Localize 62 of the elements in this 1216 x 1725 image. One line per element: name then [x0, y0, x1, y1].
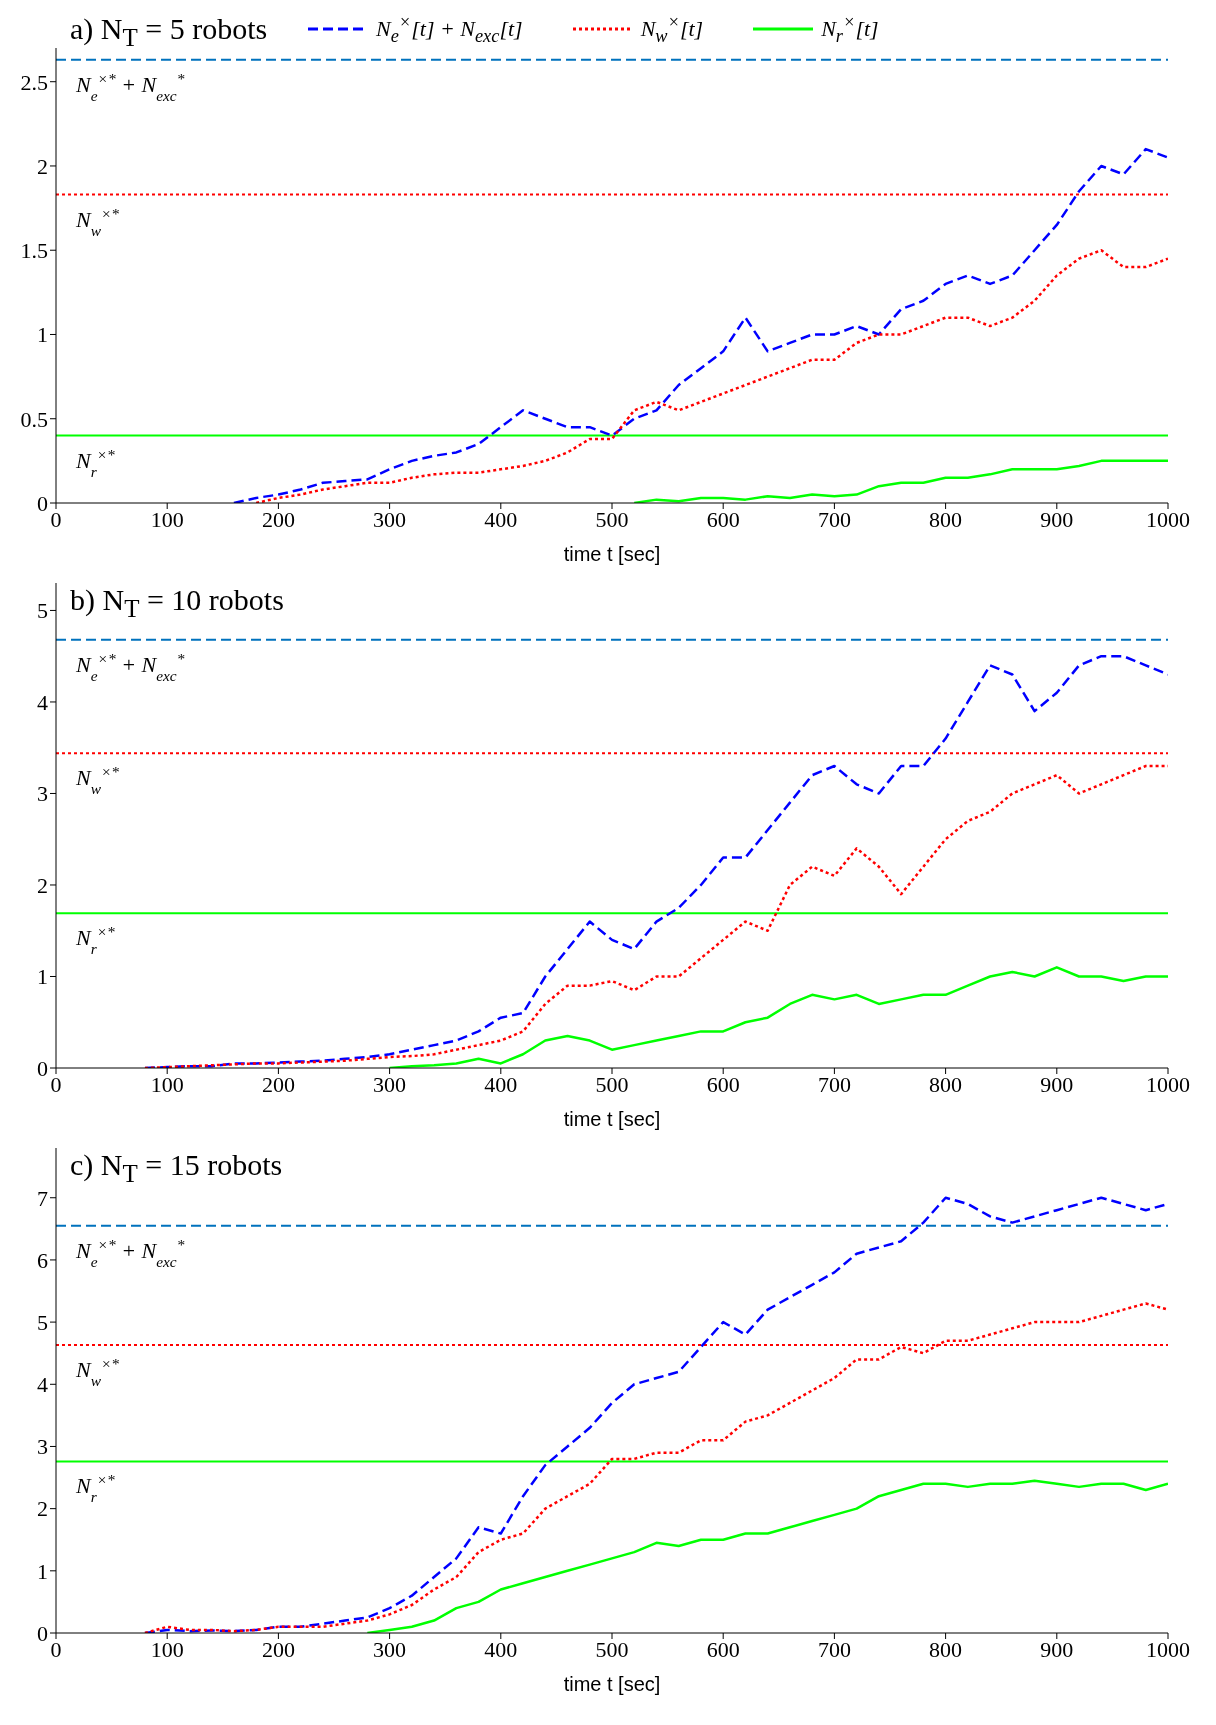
x-tick-label: 800: [929, 1636, 963, 1662]
y-tick-label: 6: [37, 1247, 48, 1273]
x-tick-label: 600: [706, 1636, 740, 1662]
x-tick-label: 900: [1040, 1636, 1074, 1662]
x-tick-label: 200: [261, 506, 295, 532]
x-axis-title: time t [sec]: [563, 1108, 661, 1130]
x-tick-label: 1000: [1146, 1636, 1190, 1662]
y-tick-label: 1: [37, 322, 48, 348]
x-tick-label: 500: [595, 1636, 629, 1662]
x-tick-label: 100: [150, 1071, 184, 1097]
chart-title: a) N$_{T}$ = 5 robots: [70, 12, 268, 52]
y-tick-label: 5: [37, 1309, 48, 1335]
chart-title: b) N$_{T}$ = 10 robots: [70, 583, 284, 623]
y-tick-label: 1.5: [20, 238, 48, 264]
x-tick-label: 200: [261, 1071, 295, 1097]
x-tick-label: 300: [373, 506, 407, 532]
x-tick-label: 300: [373, 1636, 407, 1662]
x-tick-label: 400: [484, 506, 518, 532]
x-tick-label: 900: [1040, 1071, 1074, 1097]
y-tick-label: 0: [37, 1055, 48, 1081]
line-series: [232, 147, 1168, 503]
x-tick-label: 700: [817, 1636, 851, 1662]
y-tick-label: 4: [37, 689, 48, 715]
x-tick-label: 500: [595, 1071, 629, 1097]
x-axis-title: time t [sec]: [563, 1673, 661, 1695]
y-tick-label: 2.5: [20, 69, 48, 95]
legend-label: N$_{w}$$^{×}$[t]: [640, 12, 704, 47]
y-tick-label: 7: [37, 1185, 48, 1211]
chart-title: c) N$_{T}$ = 15 robots: [70, 1148, 283, 1188]
x-tick-label: 400: [484, 1636, 518, 1662]
x-tick-label: 700: [817, 506, 851, 532]
y-tick-label: 0: [37, 490, 48, 516]
x-tick-label: 800: [929, 1071, 963, 1097]
x-tick-label: 300: [373, 1071, 407, 1097]
x-tick-label: 1000: [1146, 506, 1190, 532]
x-tick-label: 500: [595, 506, 629, 532]
y-tick-label: 2: [37, 1496, 48, 1522]
y-tick-label: 1: [37, 964, 48, 990]
y-tick-label: 0: [37, 1620, 48, 1646]
y-tick-label: 5: [37, 598, 48, 624]
line-series: [366, 1479, 1168, 1633]
x-tick-label: 100: [150, 1636, 184, 1662]
x-tick-label: 600: [706, 1071, 740, 1097]
x-tick-label: 200: [261, 1636, 295, 1662]
y-tick-label: 3: [37, 1434, 48, 1460]
y-tick-label: 4: [37, 1372, 48, 1398]
x-tick-label: 900: [1040, 506, 1074, 532]
x-axis-title: time t [sec]: [563, 543, 661, 565]
legend-label: N$_{e}$$^{×}$[t] + N$_{exc}$[t]: [376, 12, 523, 47]
legend-label: N$_{r}$$^{×}$[t]: [821, 12, 879, 47]
y-tick-label: 1: [37, 1558, 48, 1584]
x-tick-label: 700: [817, 1071, 851, 1097]
x-tick-label: 800: [929, 506, 963, 532]
y-tick-label: 2: [37, 153, 48, 179]
line-series: [254, 248, 1168, 503]
x-tick-label: 1000: [1146, 1071, 1190, 1097]
y-tick-label: 0.5: [20, 406, 48, 432]
x-tick-label: 600: [706, 506, 740, 532]
x-tick-label: 400: [484, 1071, 518, 1097]
y-tick-label: 2: [37, 872, 48, 898]
x-tick-label: 100: [150, 506, 184, 532]
y-tick-label: 3: [37, 781, 48, 807]
